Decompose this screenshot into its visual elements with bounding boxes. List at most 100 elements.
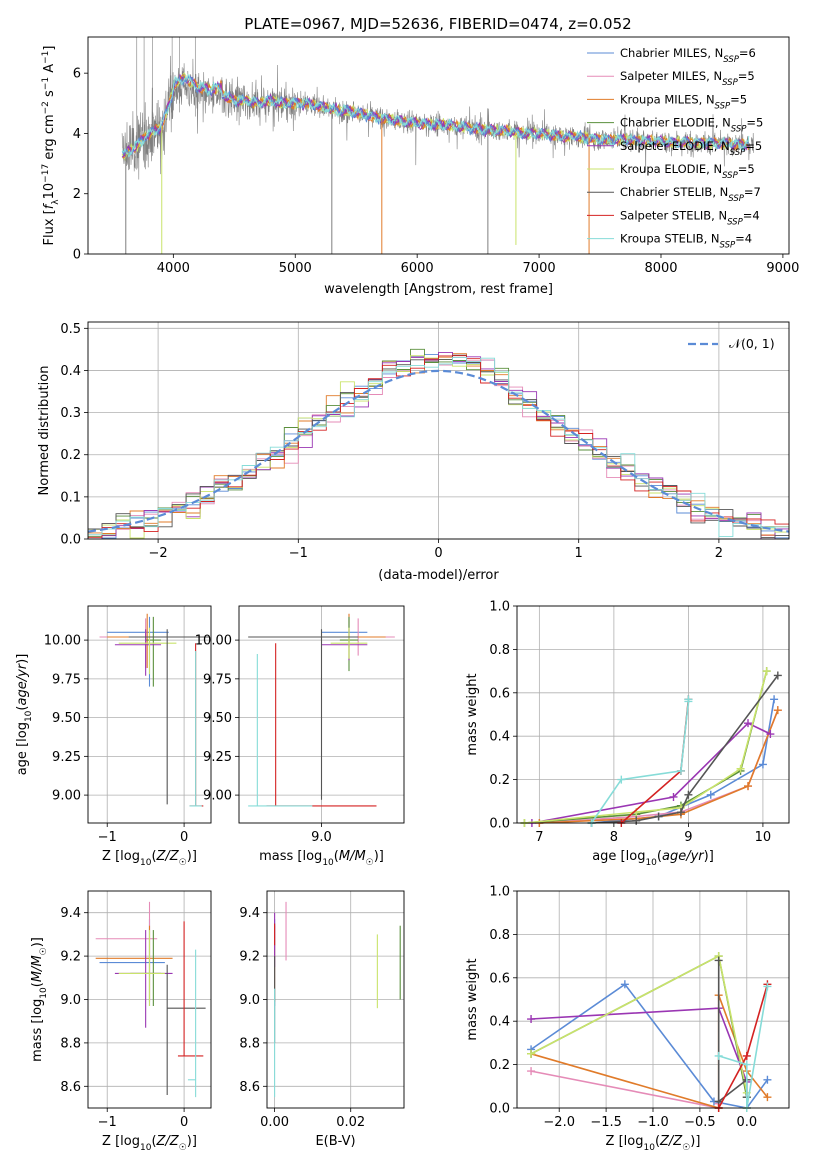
legend-label: Kroupa ELODIE, NSSP=5 <box>620 162 755 181</box>
label-part: ( <box>30 982 45 987</box>
y-tick-label: 0.2 <box>489 1058 510 1073</box>
series-marker <box>669 792 678 801</box>
normal-curve <box>88 369 789 533</box>
y-tick-label: 0.2 <box>489 773 510 788</box>
y-tick-label: 0.1 <box>60 490 81 505</box>
label-part: ( <box>334 849 339 864</box>
y-tick-label: 9.00 <box>203 789 232 804</box>
label-part: ( <box>655 1134 660 1149</box>
label-part: age/yr <box>15 662 30 705</box>
y-axis-label: mass [log10(M/M☉)] <box>30 937 49 1062</box>
spectrum-plot-area <box>121 37 754 254</box>
label-part: E(B-V) <box>315 1134 355 1149</box>
label-part: Z [log <box>102 849 140 864</box>
y-tick-label: 0.3 <box>60 406 81 421</box>
label-part: ( <box>151 1134 156 1149</box>
y-tick-label: 9.50 <box>203 711 232 726</box>
errorbar-chabrier_stelib <box>128 629 210 805</box>
x-tick-label: 0.02 <box>336 1115 365 1130</box>
legend-label-sub: SSP <box>722 171 738 181</box>
x-tick-label: 0 <box>180 1115 188 1130</box>
y-tick-label: 0.4 <box>489 730 510 745</box>
residuals-plot-area <box>88 348 789 539</box>
y-tick-label: 9.75 <box>52 672 81 687</box>
legend-label: Chabrier STELIB, NSSP=7 <box>620 185 761 204</box>
histogram-chabrier_stelib <box>88 354 789 538</box>
legend-label-sub: SSP <box>722 78 738 88</box>
series-marker <box>742 1051 751 1060</box>
label-part: ☉ <box>39 947 49 955</box>
series-marker <box>714 1051 723 1060</box>
histogram-kroupa_stelib <box>88 356 789 538</box>
x-tick-label: 9 <box>684 830 692 845</box>
x-tick-label: 9.0 <box>311 830 332 845</box>
errorbar-chabrier_elodie <box>145 616 162 687</box>
label-part: ☉ <box>682 1143 690 1153</box>
label-part: )] <box>704 849 714 864</box>
label-part: 10 <box>140 1143 152 1153</box>
legend-label-text: Salpeter ELODIE, N <box>620 139 730 153</box>
x-tick-label: 1 <box>575 546 583 561</box>
label-part: age/yr <box>662 849 705 864</box>
series-marker <box>620 980 629 989</box>
legend-label-tail: =7 <box>744 185 761 199</box>
errorbar-kroupa_stelib <box>189 650 202 807</box>
legend-label: Salpeter MILES, NSSP=5 <box>620 69 755 88</box>
y-tick-label: 0.2 <box>60 448 81 463</box>
series-line-kroupa_stelib <box>718 986 769 1109</box>
series-marker <box>714 956 723 965</box>
legend-label: Kroupa STELIB, NSSP=4 <box>620 232 752 251</box>
label-part: s <box>42 90 57 101</box>
series-marker <box>773 671 782 680</box>
label-part: 10 <box>24 710 34 722</box>
y-tick-label: 8.6 <box>239 1080 260 1095</box>
series-marker <box>684 790 693 799</box>
panel-age-vs-mass: 9.0 9.00 9.25 9.50 9.75 10.00 mass [log10(M/M☉… <box>195 605 405 868</box>
label-part: age [log <box>15 722 30 775</box>
series-marker <box>654 812 663 821</box>
legend-label-text: Chabrier MILES, N <box>620 46 723 60</box>
x-axis-label: E(B-V) <box>315 1134 355 1149</box>
label-part: 10 <box>42 183 57 200</box>
axes-frame <box>516 890 790 1109</box>
series-marker <box>762 667 771 676</box>
axes-frame <box>87 321 790 540</box>
errorbar-chabrier_stelib <box>166 964 206 1095</box>
series-marker <box>766 730 775 739</box>
legend-label: Chabrier ELODIE, NSSP=5 <box>620 116 763 135</box>
y-tick-label: 0.6 <box>489 686 510 701</box>
x-axis-label: (data-model)/error <box>378 568 499 583</box>
x-tick-label: −2 <box>149 546 168 561</box>
label-part: ( <box>15 706 30 711</box>
legend-label-text: Kroupa ELODIE, N <box>620 162 722 176</box>
series-marker <box>744 719 753 728</box>
label-part: Flux [ <box>42 209 57 245</box>
legend-label-text: Kroupa MILES, N <box>620 92 715 106</box>
series-marker <box>527 1015 536 1024</box>
errorbar-plot-area <box>274 901 401 1098</box>
label-part: ☉ <box>366 858 374 868</box>
y-tick-label: 0.6 <box>489 971 510 986</box>
legend-label-text: Salpeter MILES, N <box>620 69 722 83</box>
y-tick-label: 0.0 <box>489 817 510 832</box>
errorbar-kroupa_elodie <box>118 930 165 1007</box>
x-tick-label: 7000 <box>523 261 556 276</box>
x-tick-label: −1.5 <box>590 1115 622 1130</box>
legend-label: Chabrier MILES, NSSP=6 <box>620 46 756 65</box>
axes-frame <box>87 36 790 255</box>
label-part: )] <box>187 849 197 864</box>
x-tick-label: 8000 <box>644 261 677 276</box>
label-part: age [log <box>592 849 645 864</box>
label-part: −2 <box>41 101 51 114</box>
series-marker <box>706 790 715 799</box>
x-tick-label: 2 <box>715 546 723 561</box>
line-plot-area <box>520 667 782 827</box>
y-tick-label: 1.0 <box>489 885 510 900</box>
legend-label-sub: SSP <box>730 148 746 158</box>
series-marker <box>676 808 685 817</box>
series-marker <box>617 775 626 784</box>
label-part: Z/Z <box>156 849 180 864</box>
x-tick-label: −1 <box>98 830 117 845</box>
y-tick-label: 10.00 <box>195 634 232 649</box>
